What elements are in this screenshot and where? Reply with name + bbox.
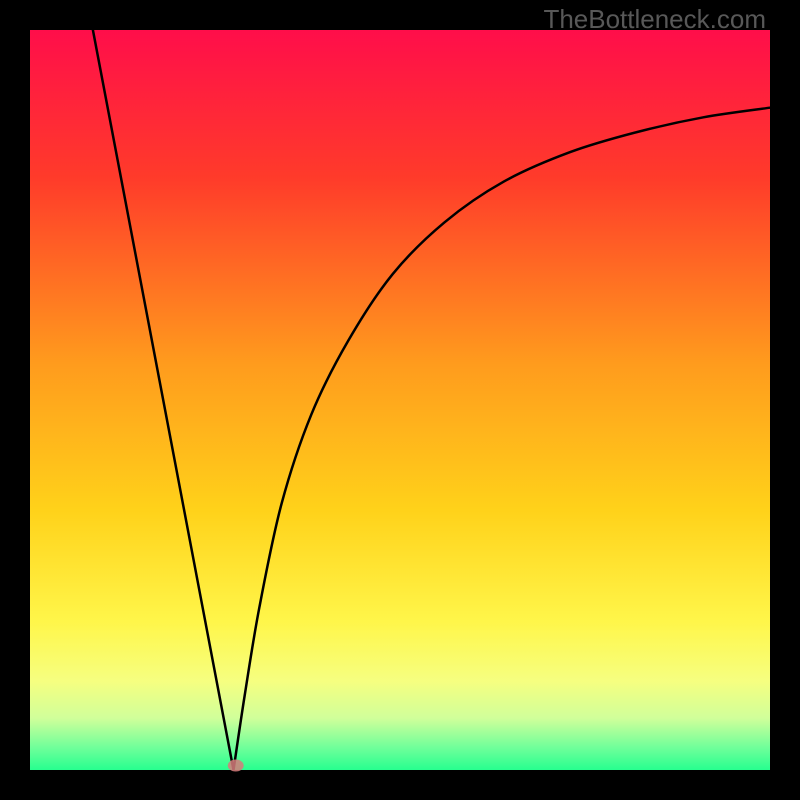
chart-svg <box>30 30 770 770</box>
plot-area <box>30 30 770 770</box>
watermark-text: TheBottleneck.com <box>543 4 766 35</box>
chart-frame: TheBottleneck.com <box>0 0 800 800</box>
bottleneck-curve <box>93 30 770 770</box>
optimal-point-marker <box>228 760 244 772</box>
